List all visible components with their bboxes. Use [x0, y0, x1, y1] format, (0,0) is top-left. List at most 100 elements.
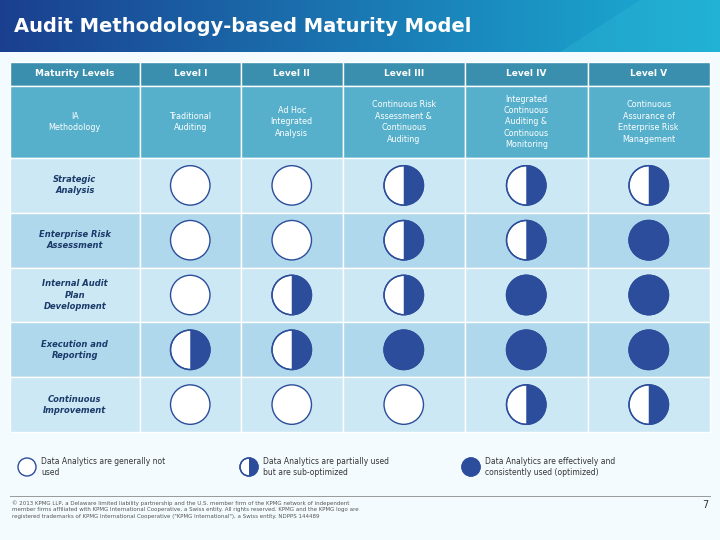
Bar — [400, 0, 404, 52]
Bar — [562, 0, 566, 52]
Bar — [140, 213, 241, 268]
Circle shape — [507, 166, 546, 205]
Bar — [526, 0, 530, 52]
Bar — [465, 62, 588, 86]
Bar — [605, 0, 609, 52]
Bar — [281, 0, 285, 52]
Circle shape — [507, 330, 546, 369]
Bar — [655, 0, 660, 52]
Bar — [194, 0, 199, 52]
Bar — [450, 0, 454, 52]
Bar — [515, 0, 519, 52]
Bar — [133, 0, 138, 52]
Bar — [479, 0, 483, 52]
Bar — [378, 0, 382, 52]
Bar — [306, 0, 310, 52]
Wedge shape — [404, 166, 423, 205]
Text: Strategic
Analysis: Strategic Analysis — [53, 176, 96, 195]
Bar — [155, 0, 159, 52]
Bar — [464, 0, 469, 52]
Bar — [457, 0, 462, 52]
Bar — [709, 0, 714, 52]
Bar — [252, 0, 256, 52]
Circle shape — [18, 458, 36, 476]
Bar — [22, 0, 26, 52]
Bar — [364, 0, 368, 52]
Bar — [101, 0, 105, 52]
Bar — [446, 0, 451, 52]
Bar — [54, 0, 58, 52]
Bar — [343, 268, 465, 322]
Bar — [245, 0, 249, 52]
Bar — [360, 0, 364, 52]
Circle shape — [507, 275, 546, 315]
Bar — [465, 377, 588, 432]
Bar — [180, 0, 184, 52]
Bar — [241, 0, 246, 52]
Bar — [324, 0, 328, 52]
Bar — [385, 0, 390, 52]
Wedge shape — [292, 330, 312, 369]
Text: Maturity Levels: Maturity Levels — [35, 70, 114, 78]
Wedge shape — [404, 220, 423, 260]
Bar — [79, 0, 84, 52]
Bar — [140, 268, 241, 322]
Bar — [140, 322, 241, 377]
Bar — [608, 0, 613, 52]
Wedge shape — [190, 330, 210, 369]
Bar — [558, 0, 562, 52]
Bar — [10, 213, 140, 268]
Wedge shape — [649, 385, 668, 424]
Text: Traditional
Auditing: Traditional Auditing — [169, 112, 211, 132]
Bar — [166, 0, 170, 52]
Bar — [11, 0, 15, 52]
Bar — [68, 0, 73, 52]
Bar — [328, 0, 332, 52]
Bar — [389, 0, 393, 52]
Bar — [572, 0, 577, 52]
Bar — [140, 158, 241, 213]
Bar — [263, 0, 267, 52]
Text: Level III: Level III — [384, 70, 424, 78]
Bar — [310, 0, 314, 52]
Bar — [284, 0, 289, 52]
Circle shape — [272, 220, 312, 260]
Bar — [367, 0, 372, 52]
Circle shape — [384, 166, 423, 205]
Bar — [706, 0, 710, 52]
Circle shape — [272, 330, 312, 369]
Bar — [320, 0, 325, 52]
Circle shape — [507, 220, 546, 260]
Text: Enterprise Risk
Assessment: Enterprise Risk Assessment — [39, 230, 111, 250]
Bar — [274, 0, 278, 52]
Bar — [588, 213, 710, 268]
Bar — [112, 0, 116, 52]
Bar — [432, 0, 436, 52]
Circle shape — [629, 275, 668, 315]
Bar — [184, 0, 188, 52]
Bar — [140, 62, 241, 86]
Bar — [554, 0, 559, 52]
Bar — [392, 0, 397, 52]
Bar — [594, 0, 598, 52]
Bar — [637, 0, 642, 52]
Bar — [202, 0, 206, 52]
Circle shape — [384, 220, 423, 260]
Wedge shape — [526, 385, 546, 424]
Bar — [547, 0, 552, 52]
Bar — [292, 0, 296, 52]
Bar — [343, 62, 465, 86]
Bar — [126, 0, 130, 52]
Bar — [176, 0, 181, 52]
Bar — [461, 0, 465, 52]
Text: Continuous Risk
Assessment &
Continuous
Auditing: Continuous Risk Assessment & Continuous … — [372, 100, 436, 144]
Bar — [418, 0, 422, 52]
Wedge shape — [249, 458, 258, 476]
Bar — [465, 268, 588, 322]
Bar — [374, 0, 379, 52]
Text: Level II: Level II — [274, 70, 310, 78]
Bar — [421, 0, 426, 52]
Bar — [7, 0, 12, 52]
Circle shape — [629, 220, 668, 260]
Bar — [227, 0, 231, 52]
